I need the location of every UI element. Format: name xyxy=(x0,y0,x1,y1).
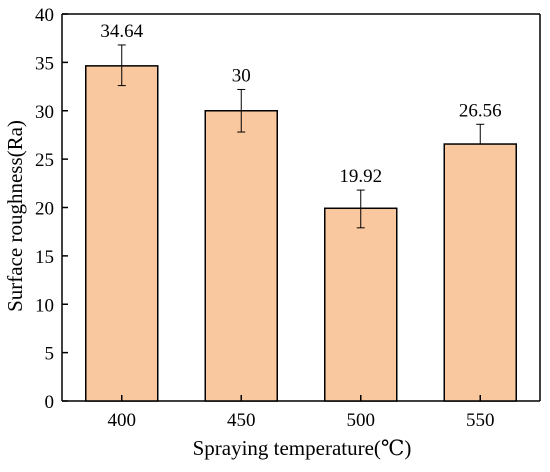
y-tick-label: 10 xyxy=(35,295,54,316)
data-label: 30 xyxy=(232,65,251,86)
y-tick-label: 15 xyxy=(35,247,54,268)
x-tick-label: 400 xyxy=(108,410,137,431)
y-tick-label: 20 xyxy=(35,199,54,220)
bar xyxy=(324,207,398,402)
bar xyxy=(443,143,517,402)
data-label: 19.92 xyxy=(339,166,382,187)
y-tick-label: 25 xyxy=(35,150,54,171)
y-axis-title: Surface roughness(Ra) xyxy=(3,120,27,312)
data-label: 34.64 xyxy=(100,21,143,42)
y-tick-label: 30 xyxy=(35,102,54,123)
x-axis-title: Spraying temperature(℃) xyxy=(193,436,412,460)
y-tick-label: 5 xyxy=(45,344,55,365)
plot-area: 0 5 10 15 20 25 30 35 40 34.64 400 30 450 19.92 500 26.… xyxy=(35,5,541,431)
x-tick-label: 450 xyxy=(227,410,256,431)
data-label: 26.56 xyxy=(459,100,502,121)
y-tick-label: 0 xyxy=(45,392,55,413)
bar xyxy=(204,110,278,402)
bar xyxy=(85,65,159,402)
y-tick-label: 40 xyxy=(35,5,54,26)
x-tick-label: 550 xyxy=(466,410,495,431)
y-tick-label: 35 xyxy=(35,53,54,74)
x-tick-label: 500 xyxy=(347,410,376,431)
